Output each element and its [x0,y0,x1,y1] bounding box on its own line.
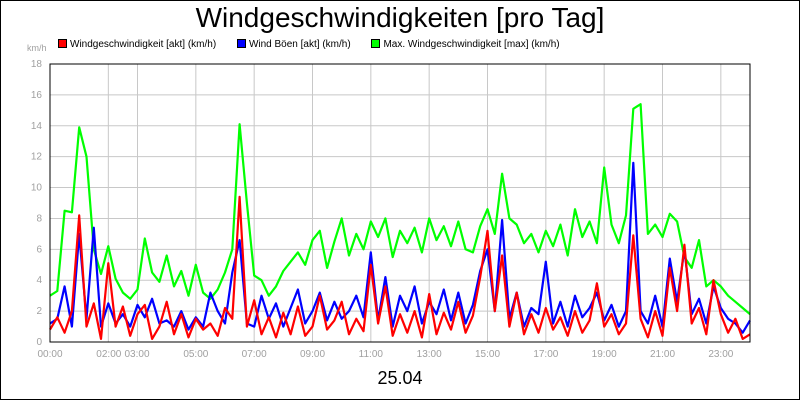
y-axis-unit-label: km/h [27,43,47,53]
legend-label-gusts: Wind Böen [akt] (km/h) [248,39,351,50]
x-tick-label: 09:00 [300,349,325,360]
date-label: 25.04 [377,368,423,388]
x-tick-label: 21:00 [650,349,675,360]
x-tick-label: 07:00 [242,349,267,360]
legend-label-max-speed: Max. Windgeschwindigkeit [max] (km/h) [383,39,560,50]
x-tick-label: 00:00 [37,349,62,360]
legend: Windgeschwindigkeit [akt] (km/h) Wind Bö… [58,39,578,50]
y-tick-label: 2 [36,306,42,317]
chart-title: Windgeschwindigkeiten [pro Tag] [195,2,605,33]
y-tick-label: 8 [36,213,42,224]
y-tick-label: 12 [31,152,43,163]
y-tick-label: 18 [31,59,43,70]
y-tick-label: 4 [36,275,42,286]
x-tick-label: 15:00 [475,349,500,360]
x-tick-label: 23:00 [708,349,733,360]
y-tick-label: 16 [31,90,43,101]
plot-border [49,63,751,343]
x-tick-label: 11:00 [359,349,384,360]
legend-label-current-speed: Windgeschwindigkeit [akt] (km/h) [70,39,217,50]
legend-item-current-speed: Windgeschwindigkeit [akt] (km/h) [58,39,216,50]
x-tick-label: 02:00 [96,349,121,360]
x-tick-label: 17:00 [533,349,558,360]
legend-item-max-speed: Max. Windgeschwindigkeit [max] (km/h) [371,39,560,50]
y-tick-label: 0 [36,337,42,348]
legend-swatch-red [58,39,67,48]
x-tick-label: 03:00 [125,349,150,360]
legend-swatch-green [371,39,381,48]
x-tick-label: 19:00 [592,349,617,360]
series-line-gusts [49,161,751,334]
x-tick-label: 05:00 [183,349,208,360]
x-tick-label: 13:00 [417,349,442,360]
series-line-current-speed [49,195,751,340]
y-tick-label: 6 [36,244,42,255]
legend-item-gusts: Wind Böen [akt] (km/h) [236,39,351,50]
y-tick-label: 14 [31,121,43,132]
y-tick-label: 10 [31,183,43,194]
legend-swatch-blue [236,39,246,48]
series-line-max-speed [49,103,751,316]
